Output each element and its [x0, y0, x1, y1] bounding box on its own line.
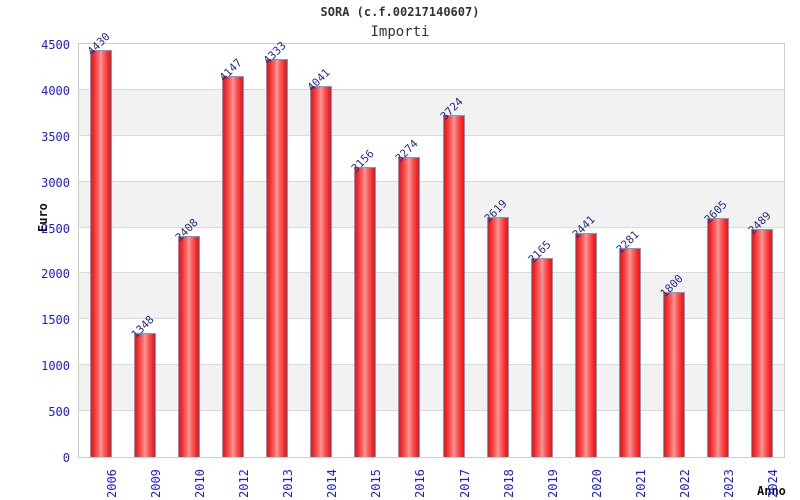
- bar[interactable]: [574, 232, 597, 457]
- bar[interactable]: [90, 50, 113, 457]
- gridline: [79, 88, 784, 90]
- x-tick-label: 2006: [105, 469, 120, 498]
- x-tick-label: 2020: [589, 469, 604, 498]
- gridline: [79, 180, 784, 182]
- x-tick-label: 2012: [237, 469, 252, 498]
- x-tick-label: 2016: [413, 469, 428, 498]
- x-tick-label: 2019: [545, 469, 560, 498]
- bar[interactable]: [222, 76, 245, 457]
- gridline: [79, 410, 784, 412]
- x-tick-label: 2017: [457, 469, 472, 498]
- gridline: [79, 43, 784, 44]
- x-tick-label: 2009: [149, 469, 164, 498]
- bar[interactable]: [354, 167, 377, 457]
- y-tick-label: 2000: [41, 267, 70, 282]
- x-tick-label: 2022: [677, 469, 692, 498]
- bar[interactable]: [750, 228, 773, 457]
- y-tick-label: 0: [62, 451, 70, 465]
- y-tick-label: 3500: [41, 129, 70, 144]
- bar[interactable]: [486, 216, 509, 457]
- bar[interactable]: [442, 115, 465, 457]
- chart-title: SORA (c.f.00217140607): [320, 5, 480, 19]
- chart-subtitle: Importi: [370, 24, 430, 40]
- x-tick-label: 2010: [193, 469, 208, 498]
- gridline: [79, 272, 784, 274]
- gridline: [79, 134, 784, 136]
- x-tick-label: 2023: [721, 469, 736, 498]
- x-tick-label: 2013: [281, 469, 296, 498]
- plot-band: [79, 89, 784, 136]
- bar[interactable]: [178, 236, 201, 457]
- bar[interactable]: [706, 217, 729, 457]
- gridline: [79, 364, 784, 366]
- x-tick-label: 2018: [501, 469, 516, 498]
- x-tick-label: 2014: [325, 469, 340, 498]
- x-tick-label: 2021: [633, 469, 648, 498]
- y-axis-ticks: 0 500 1000 1500 2000 2500 3000 3500 4000 4500: [8, 38, 70, 465]
- x-axis-ticks: 2006 2009 2010 2012 2013 2014 2015 2016 2017 2018…: [78, 464, 785, 500]
- bar[interactable]: [398, 156, 421, 457]
- x-tick-label: 2015: [369, 469, 384, 498]
- x-tick-label: 2024: [765, 469, 780, 498]
- y-tick-label: 3000: [41, 175, 70, 190]
- bar[interactable]: [530, 258, 553, 457]
- bar[interactable]: [266, 59, 289, 457]
- x-axis-title: Anno: [757, 484, 786, 498]
- gridline: [79, 226, 784, 228]
- gridline: [79, 318, 784, 320]
- y-tick-label: 4000: [41, 83, 70, 98]
- y-tick-label: 1000: [41, 359, 70, 374]
- bar[interactable]: [618, 247, 641, 457]
- plot-band: [79, 181, 784, 228]
- y-tick-label: 500: [48, 405, 70, 420]
- bar[interactable]: [310, 86, 333, 457]
- plot-area: [78, 43, 785, 458]
- y-tick-label: 1500: [41, 313, 70, 328]
- y-tick-label: 4500: [41, 38, 70, 52]
- bar[interactable]: [134, 333, 157, 457]
- bar[interactable]: [662, 291, 685, 457]
- y-tick-label: 2500: [41, 221, 70, 236]
